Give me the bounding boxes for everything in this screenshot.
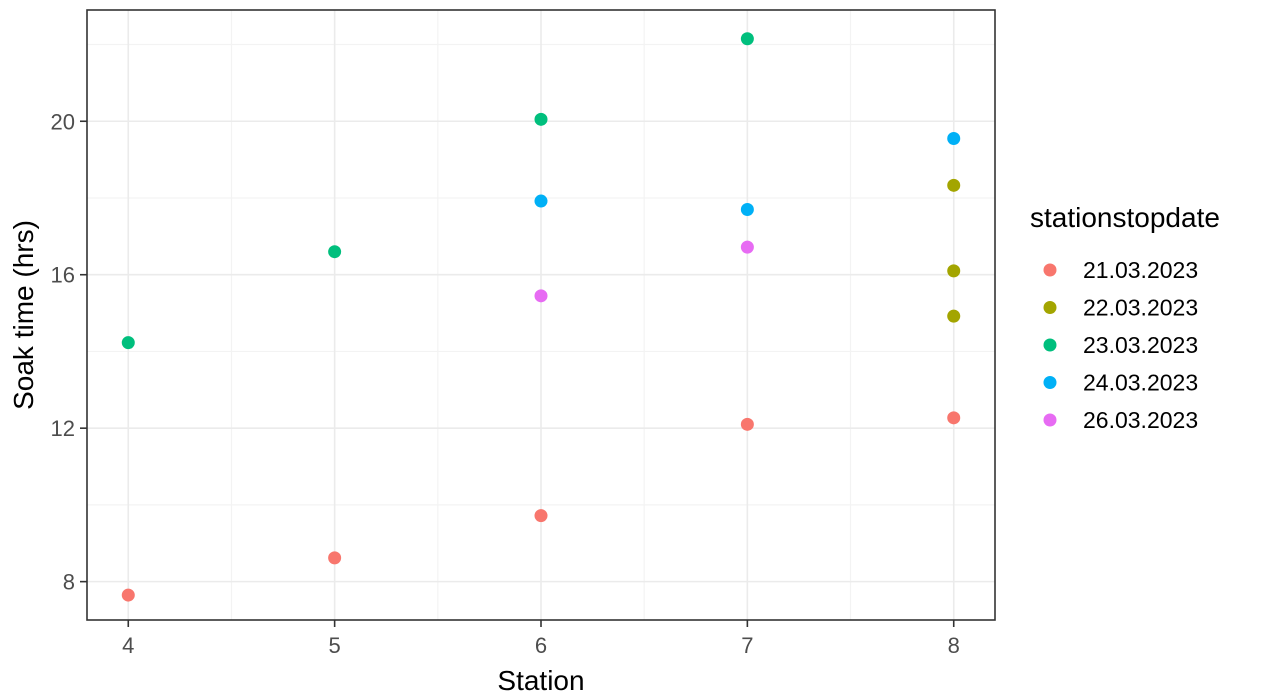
y-tick-label: 8 <box>63 570 75 595</box>
data-point <box>121 336 135 350</box>
legend-label: 21.03.2023 <box>1083 257 1198 283</box>
x-tick-label: 6 <box>535 633 547 658</box>
data-point <box>947 411 961 425</box>
data-point <box>740 202 754 216</box>
legend-key <box>1043 301 1057 314</box>
x-axis-title: Station <box>497 665 584 695</box>
y-tick-label: 12 <box>51 416 75 441</box>
x-tick-label: 4 <box>122 633 134 658</box>
legend: stationstopdate 21.03.2023 22.03.2023 23.0… <box>1030 202 1220 433</box>
y-tick-label: 16 <box>51 263 75 288</box>
data-point <box>947 264 961 278</box>
data-point <box>740 240 754 254</box>
data-point <box>947 309 961 323</box>
x-tick-label: 8 <box>948 633 960 658</box>
legend-key <box>1043 413 1057 427</box>
legend-key <box>1043 376 1057 389</box>
data-point <box>740 32 754 46</box>
y-tick-label: 20 <box>51 109 75 134</box>
data-point <box>740 417 754 431</box>
data-point <box>328 551 342 565</box>
data-point <box>534 194 548 208</box>
y-axis-title: Soak time (hrs) <box>8 220 39 410</box>
legend-key <box>1043 263 1057 277</box>
data-point <box>947 132 961 146</box>
legend-label: 22.03.2023 <box>1083 295 1198 321</box>
data-point <box>328 245 342 259</box>
data-point <box>534 112 548 126</box>
legend-title: stationstopdate <box>1030 202 1220 233</box>
legend-label: 23.03.2023 <box>1083 332 1198 358</box>
data-point <box>534 289 548 303</box>
x-tick-label: 5 <box>329 633 341 658</box>
y-axis: 8 12 16 20 <box>51 109 87 595</box>
data-point <box>947 178 961 192</box>
grid-lines <box>87 10 995 620</box>
x-axis: 4 5 6 7 8 <box>122 620 960 658</box>
data-point <box>534 509 548 523</box>
legend-label: 26.03.2023 <box>1083 407 1198 433</box>
legend-key <box>1043 338 1057 352</box>
data-point <box>121 588 135 602</box>
legend-label: 24.03.2023 <box>1083 370 1198 396</box>
x-tick-label: 7 <box>741 633 753 658</box>
data-points <box>121 32 961 602</box>
